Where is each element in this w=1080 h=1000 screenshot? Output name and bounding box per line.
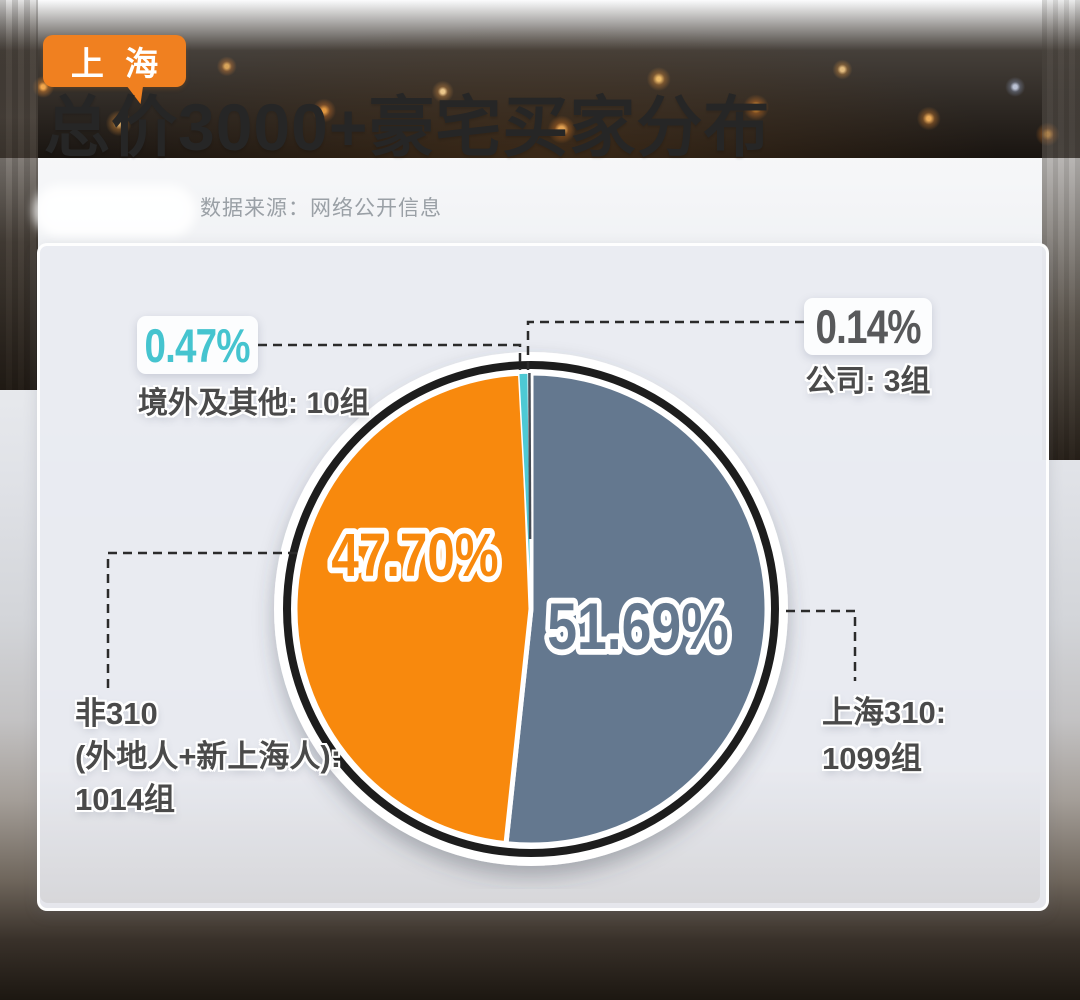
- pie-label-non310-pct: 47.70%: [331, 521, 498, 589]
- page-title: 总价3000+豪宅买家分布: [44, 90, 771, 164]
- overseas-pct-card: 0.47%: [137, 316, 258, 374]
- shanghai-badge: 上 海: [43, 35, 186, 104]
- shanghai310-callout-label: 上海310: 1099组: [822, 695, 947, 776]
- pie-slice-company: [528, 372, 532, 540]
- watermark-blob: [34, 185, 196, 237]
- company-pct-card: 0.14%: [804, 298, 932, 355]
- left-buildings-silhouette: [0, 0, 38, 390]
- company-pct-value: 0.14%: [815, 300, 921, 353]
- non310-callout-label: 非310 (外地人+新上海人): 1014组: [75, 696, 342, 817]
- pie-slice-overseas: [517, 372, 532, 610]
- company-callout-label: 公司: 3组: [805, 365, 931, 398]
- shanghai-badge-label: 上 海: [70, 45, 165, 82]
- overseas-callout-label: 境外及其他: 10组: [138, 387, 370, 420]
- pie-label-shanghai310-pct: 51.69%: [547, 590, 729, 664]
- data-source-note: 数据来源：网络公开信息: [200, 197, 442, 220]
- pie-slice-shanghai310: [503, 370, 770, 848]
- overseas-pct-value: 0.47%: [144, 318, 251, 372]
